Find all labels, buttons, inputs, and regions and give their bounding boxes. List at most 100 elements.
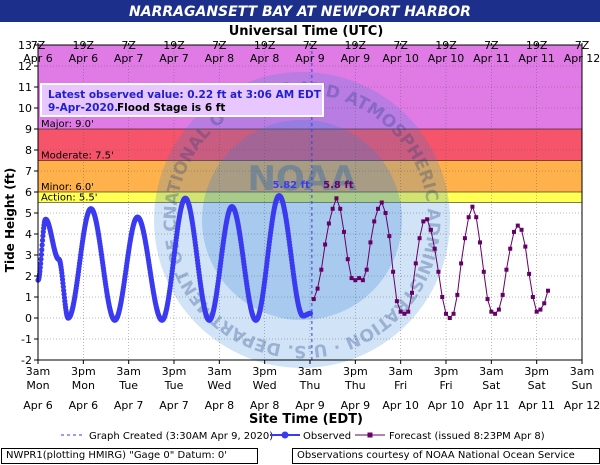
x-tick-date: Apr 7 xyxy=(114,399,144,412)
x-tick-time: 3pm xyxy=(524,365,549,378)
forecast-point xyxy=(402,311,407,316)
forecast-point xyxy=(425,217,430,222)
observed-point xyxy=(40,233,46,239)
legend-graph-created: Graph Created (3:30AM Apr 9, 2020) xyxy=(89,431,273,442)
forecast-point xyxy=(470,204,475,209)
y-axis-title: Tide Height (ft) xyxy=(3,168,17,272)
noaa-seal-ring xyxy=(154,72,450,368)
x-tick-utc-date: Apr 7 xyxy=(159,52,189,65)
forecast-point xyxy=(436,269,441,274)
forecast-point xyxy=(523,244,528,249)
x-tick-date: Apr 9 xyxy=(341,399,371,412)
x-tick-utc-date: Apr 6 xyxy=(69,52,99,65)
x-tick-day: Wed xyxy=(207,379,231,392)
x-tick-date: Apr 11 xyxy=(473,399,510,412)
observed-point xyxy=(38,260,44,267)
x-tick-utc-time: 19Z xyxy=(435,39,457,52)
flood-band-action xyxy=(38,192,582,203)
observed-point xyxy=(307,310,313,316)
peak-label-observed: 5.82 ft xyxy=(272,180,310,191)
info-flood-stage: Flood Stage is 6 ft xyxy=(117,102,225,114)
forecast-point xyxy=(338,206,343,211)
info-latest-value: Latest observed value: 0.22 ft at 3:06 A… xyxy=(48,89,322,101)
forecast-point xyxy=(496,307,501,312)
x-tick-date: Apr 11 xyxy=(518,399,555,412)
series-observed xyxy=(35,193,313,323)
y-tick-label: 11 xyxy=(18,81,32,94)
forecast-point xyxy=(459,261,464,266)
x-tick-day: Fri xyxy=(394,379,407,392)
info-box-bg xyxy=(40,83,324,117)
x-tick-day: Fri xyxy=(439,379,452,392)
y-tick-label: 5 xyxy=(25,207,32,220)
observed-point xyxy=(39,242,45,248)
flood-label-moderate: Moderate: 7.5' xyxy=(41,151,114,162)
forecast-point xyxy=(413,261,418,266)
forecast-point xyxy=(342,229,346,234)
x-tick-utc-time: 19Z xyxy=(345,39,367,52)
x-tick-date: Apr 12 xyxy=(564,399,600,412)
forecast-point xyxy=(349,276,354,281)
x-tick-utc-time: 19Z xyxy=(526,39,548,52)
flood-label-major: Major: 9.0' xyxy=(41,119,94,130)
x-tick-date: Apr 6 xyxy=(23,399,53,412)
x-tick-time: 3pm xyxy=(434,365,459,378)
legend-observed: Observed xyxy=(303,431,351,442)
forecast-point xyxy=(542,301,547,306)
y-tick-label: -2 xyxy=(21,354,32,367)
observed-point xyxy=(39,237,46,243)
x-tick-utc-date: Apr 10 xyxy=(382,52,419,65)
x-tick-utc-time: 7Z xyxy=(484,39,499,52)
forecast-point xyxy=(360,278,365,283)
forecast-point xyxy=(326,221,331,226)
y-tick-label: 8 xyxy=(25,144,32,157)
x-tick-day: Thu xyxy=(344,379,366,392)
forecast-point xyxy=(353,278,358,283)
legend-forecast-marker xyxy=(367,432,373,438)
forecast-point xyxy=(383,211,388,215)
forecast-point xyxy=(451,311,456,316)
x-tick-utc-time: 7Z xyxy=(575,39,590,52)
forecast-point xyxy=(481,269,486,274)
forecast-point xyxy=(311,297,316,302)
x-tick-utc-date: Apr 12 xyxy=(564,52,600,65)
x-tick-utc-time: 7Z xyxy=(393,39,408,52)
flood-label-minor: Minor: 6.0' xyxy=(41,182,94,193)
forecast-point xyxy=(368,240,373,245)
noaa-seal-text: NOAA xyxy=(247,159,357,199)
forecast-point xyxy=(319,267,324,272)
x-tick-time: 3am xyxy=(570,365,594,378)
x-tick-time: 3pm xyxy=(162,365,187,378)
forecast-point xyxy=(538,307,543,312)
x-tick-utc-time: 19Z xyxy=(163,39,185,52)
forecast-point xyxy=(512,229,516,234)
x-tick-date: Apr 10 xyxy=(428,399,465,412)
forecast-point xyxy=(379,200,384,205)
x-tick-day: Tue xyxy=(164,379,184,392)
y-tick-label: 9 xyxy=(25,123,32,136)
x-tick-time: 3am xyxy=(207,365,231,378)
bottom-axis-title: Site Time (EDT) xyxy=(249,412,363,427)
forecast-point xyxy=(519,227,524,232)
y-tick-label: 0 xyxy=(25,312,32,325)
forecast-point xyxy=(493,311,498,316)
x-tick-utc-date: Apr 9 xyxy=(341,52,371,65)
info-date: 9-Apr-2020. xyxy=(48,102,118,114)
y-tick-label: 4 xyxy=(25,228,32,241)
noaa-seal-center xyxy=(202,120,402,320)
observed-point xyxy=(38,256,44,262)
x-tick-time: 3am xyxy=(116,365,140,378)
x-tick-utc-date: Apr 11 xyxy=(473,52,510,65)
x-tick-utc-date: Apr 8 xyxy=(250,52,280,65)
x-tick-utc-time: 7Z xyxy=(212,39,227,52)
y-tick-label: -1 xyxy=(21,333,32,346)
x-tick-day: Wed xyxy=(253,379,277,392)
forecast-point xyxy=(432,246,437,251)
footer-datum: NWPR1(plotting HMIRG) "Gage 0" Datum: 0' xyxy=(1,448,258,464)
plot-area: Action: 5.5'Minor: 6.0' Moderate: 7.5' Maj… xyxy=(0,0,583,368)
forecast-point xyxy=(334,196,339,201)
x-tick-day: Mon xyxy=(72,379,95,392)
y-tick-label: 3 xyxy=(25,249,32,262)
forecast-point xyxy=(478,240,482,245)
